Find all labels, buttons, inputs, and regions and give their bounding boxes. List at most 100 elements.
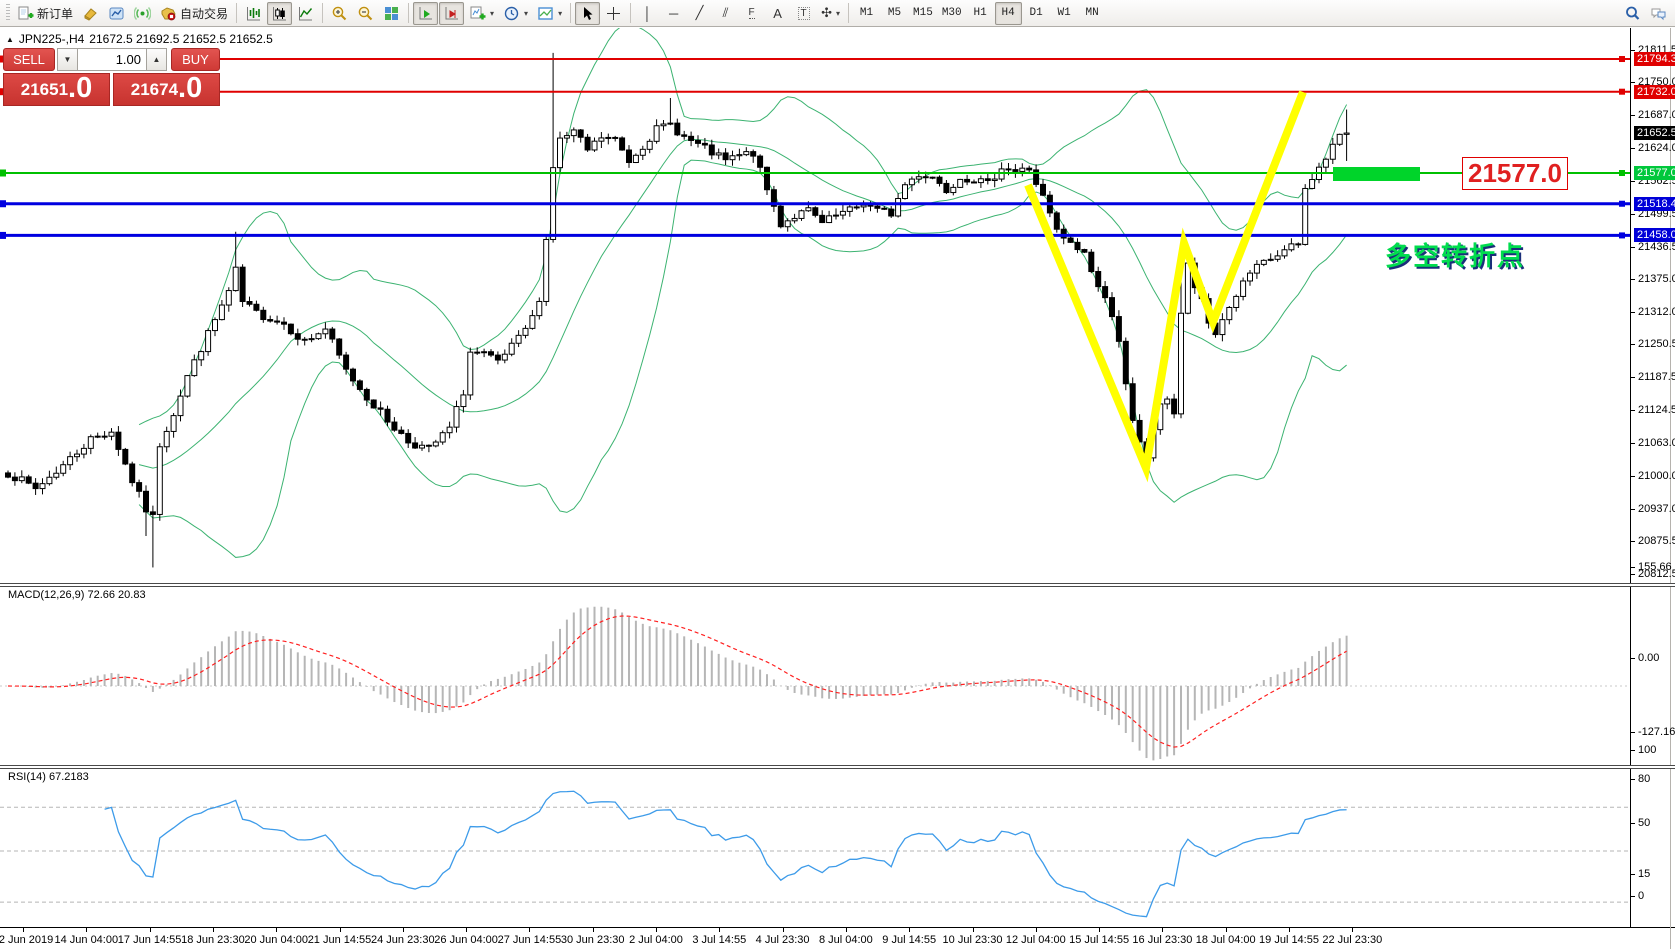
time-axis-tick <box>972 928 974 932</box>
rsi-axis-tick <box>1631 750 1635 751</box>
volume-input[interactable] <box>78 48 146 71</box>
one-click-trading-panel: SELL ▼ ▲ BUY 21651.0 21674.0 <box>3 48 220 106</box>
price-axis-tick <box>1631 148 1635 150</box>
timeframe-button-mn[interactable]: MN <box>1085 7 1099 19</box>
price-line-tag: 21458.0 <box>1634 228 1675 243</box>
trendline-tool-button[interactable]: ╱ <box>687 2 712 25</box>
signals-button[interactable] <box>130 2 155 25</box>
chart-shift-button[interactable] <box>439 1 465 25</box>
buy-price-button[interactable]: 21674.0 <box>113 73 220 106</box>
profiles-icon <box>109 7 124 19</box>
auto-scroll-button[interactable] <box>413 1 439 25</box>
timeframe-button-h4[interactable]: H4 <box>994 1 1022 25</box>
timeframe-button-h1[interactable]: H1 <box>973 7 987 19</box>
styler-button[interactable] <box>78 2 103 25</box>
price-axis-tick <box>1631 508 1635 510</box>
price-axis-tick <box>1631 312 1635 313</box>
trendline-icon: ╱ <box>695 5 704 20</box>
price-chart-canvas[interactable] <box>0 28 1630 583</box>
sell-price-button[interactable]: 21651.0 <box>3 73 110 106</box>
candlestick-chart-icon <box>273 6 287 20</box>
community-button[interactable] <box>1646 2 1671 25</box>
new-chart-caret[interactable]: ▾ <box>490 8 495 18</box>
timeframe-button-m5[interactable]: M5 <box>887 7 902 19</box>
new-order-button[interactable]: 新订单 <box>13 2 77 25</box>
toolbar-grip[interactable] <box>6 4 10 22</box>
vertical-line-tool-button[interactable]: │ <box>635 2 660 25</box>
chart-window[interactable]: ▲ JPN225-,H4 21672.5 21692.5 21652.5 216… <box>0 28 1675 949</box>
toolbar-separator <box>322 3 324 23</box>
price-axis-tick <box>1631 115 1635 117</box>
arrows-tool-button[interactable]: ✣ ▾ <box>817 2 844 25</box>
candlestick-chart-button[interactable] <box>267 1 293 25</box>
timeframe-button-m15[interactable]: M15 <box>913 7 933 19</box>
horizontal-line-tool-button[interactable]: ─ <box>661 2 686 25</box>
price-tick-label: 21375.0 <box>1638 272 1675 285</box>
main-toolbar: 新订单 自动交易 <box>0 0 1675 27</box>
timeframe-button-d1[interactable]: D1 <box>1029 7 1043 19</box>
time-axis-tick <box>276 928 278 932</box>
templates-button[interactable]: ▾ <box>533 2 566 25</box>
bar-chart-button[interactable] <box>241 2 266 25</box>
time-tick-label: 17 Jun 14:55 <box>117 934 182 946</box>
search-icon <box>1626 6 1640 20</box>
time-axis-tick <box>339 928 341 932</box>
timeframe-button-m1[interactable]: M1 <box>859 7 874 19</box>
timeframe-button-m30[interactable]: M30 <box>941 7 962 19</box>
price-line-tag: 21577.0 <box>1634 166 1675 180</box>
price-tick-label: 21436.5 <box>1638 240 1675 253</box>
zoom-in-button[interactable] <box>327 2 352 25</box>
tile-windows-button[interactable] <box>379 2 404 25</box>
fibonacci-tool-button[interactable]: F <box>739 2 764 25</box>
channel-tool-button[interactable]: ⫽ <box>713 2 738 25</box>
macd-axis-label: 155.66 <box>1638 560 1672 573</box>
rsi-axis-label: 100 <box>1638 744 1657 756</box>
time-tick-label: 9 Jul 14:55 <box>882 934 937 946</box>
rsi-pane-canvas[interactable] <box>0 768 1630 927</box>
cursor-tool-button[interactable] <box>575 1 601 25</box>
price-annotation-21577[interactable]: 21577.0 <box>1462 157 1568 190</box>
macd-axis-tick <box>1631 732 1635 734</box>
time-tick-label: 27 Jun 14:55 <box>497 934 562 946</box>
zoom-out-button[interactable] <box>353 2 378 25</box>
rsi-axis-label: 80 <box>1638 773 1651 786</box>
search-button[interactable] <box>1620 2 1645 25</box>
price-axis-tick <box>1631 475 1635 477</box>
rsi-axis-label: 50 <box>1638 817 1651 829</box>
text-tool-button[interactable]: A <box>765 2 790 25</box>
volume-decrease-button[interactable]: ▼ <box>57 48 78 71</box>
label-tool-button[interactable]: T <box>791 2 816 25</box>
profiles-button[interactable] <box>104 2 129 25</box>
time-axis-tick <box>845 928 847 932</box>
price-tick-label: 21312.0 <box>1638 306 1675 318</box>
buy-button[interactable]: BUY <box>171 48 220 71</box>
collapse-icon[interactable]: ▲ <box>6 34 14 44</box>
new-chart-button[interactable]: ▾ <box>465 2 498 25</box>
turning-point-note[interactable]: 多空转折点 <box>1385 241 1526 271</box>
templates-caret[interactable]: ▾ <box>558 8 563 18</box>
periods-caret[interactable]: ▾ <box>524 8 529 18</box>
sell-button[interactable]: SELL <box>3 48 55 71</box>
time-tick-label: 18 Jul 04:00 <box>1195 934 1256 946</box>
price-axis[interactable]: 21811.5 21750.0 21687.0 21624.0 21562.5 21499… <box>1630 28 1675 927</box>
timeframe-button-w1[interactable]: W1 <box>1057 7 1071 19</box>
macd-pane-canvas[interactable] <box>0 586 1630 766</box>
time-tick-label: 8 Jul 04:00 <box>818 934 873 946</box>
toolbar-separator <box>236 3 238 23</box>
time-tick-label: 14 Jun 04:00 <box>54 934 119 946</box>
time-axis-tick <box>86 928 88 932</box>
zoom-out-icon <box>358 6 373 20</box>
line-chart-button[interactable] <box>293 2 318 25</box>
periods-button[interactable]: ▾ <box>499 2 532 25</box>
auto-trading-button[interactable]: 自动交易 <box>156 2 232 25</box>
price-tick-label: 20937.0 <box>1638 502 1675 515</box>
volume-increase-button[interactable]: ▲ <box>146 48 167 71</box>
arrows-caret[interactable]: ▾ <box>835 8 840 18</box>
time-tick-label: 4 Jul 23:30 <box>755 934 810 946</box>
price-axis-tick <box>1631 344 1635 346</box>
time-tick-label: 26 Jun 04:00 <box>434 934 498 946</box>
crosshair-tool-button[interactable] <box>601 2 626 25</box>
macd-pane-separator[interactable] <box>0 583 1675 587</box>
rsi-pane-separator[interactable] <box>0 765 1675 769</box>
